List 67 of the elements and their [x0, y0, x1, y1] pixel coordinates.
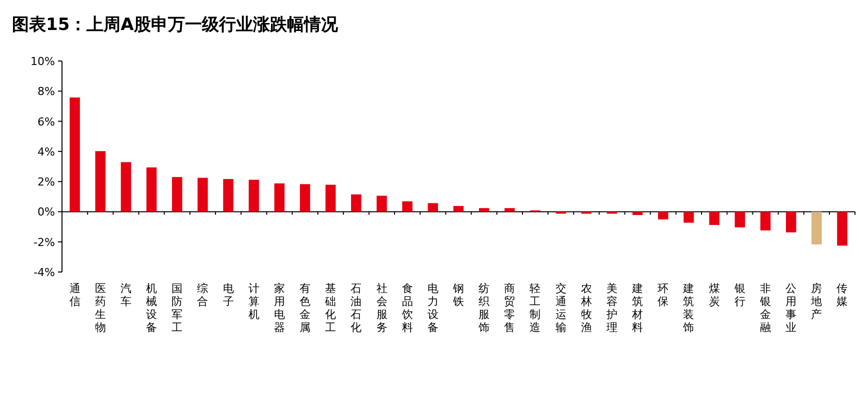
y-tick-label: -2% — [34, 236, 55, 249]
x-tick-label: 轻工制造 — [530, 282, 541, 334]
bar — [172, 177, 182, 212]
x-tick-label: 电力设备 — [427, 282, 438, 334]
x-tick-label: 电子 — [222, 282, 234, 308]
x-tick-label: 汽车 — [120, 282, 132, 308]
bar — [684, 212, 694, 223]
x-tick-label: 美容护理 — [605, 282, 618, 334]
y-tick-label: 0% — [38, 206, 55, 219]
x-tick-label: 综合 — [197, 282, 208, 308]
x-tick-label: 公用事业 — [786, 282, 797, 334]
bar — [146, 167, 157, 212]
x-tick-label: 食品饮料 — [400, 282, 413, 334]
bar — [478, 208, 490, 212]
bar — [837, 212, 848, 246]
bar — [274, 183, 285, 212]
x-tick-label: 基础化工 — [324, 282, 336, 334]
x-tick-label: 机械设备 — [146, 282, 158, 334]
x-tick-label: 国防军工 — [172, 282, 183, 334]
bar — [504, 208, 515, 212]
y-tick-label: 4% — [38, 145, 55, 158]
x-tick-label: 石油石化 — [350, 282, 362, 334]
bar — [632, 212, 643, 216]
bar — [70, 97, 80, 212]
x-tick-label: 传媒 — [836, 282, 848, 308]
bar — [402, 201, 412, 212]
bar — [760, 212, 771, 230]
x-tick-label: 有色金属 — [300, 282, 311, 334]
y-tick-label: 8% — [38, 85, 55, 98]
bar — [120, 162, 132, 212]
x-tick-label: 钢铁 — [452, 282, 464, 308]
bar — [325, 184, 336, 212]
bar — [812, 212, 822, 244]
x-tick-label: 煤炭 — [708, 282, 720, 308]
bar — [376, 196, 387, 212]
x-tick-label: 房地产 — [810, 282, 822, 321]
x-tick-label: 建筑装饰 — [682, 282, 694, 334]
y-tick-label: 2% — [38, 176, 55, 189]
bar — [95, 151, 106, 212]
x-tick-label: 环保 — [658, 282, 669, 308]
x-tick-label: 商贸零售 — [504, 282, 516, 334]
bar — [223, 179, 234, 212]
x-tick-label: 农林牧渔 — [580, 282, 592, 334]
x-tick-label: 银行 — [733, 282, 746, 308]
bar — [300, 184, 310, 212]
y-tick-label: -4% — [34, 266, 55, 279]
x-tick-label: 医药生物 — [94, 282, 106, 334]
x-tick-label: 建筑材料 — [631, 282, 644, 334]
x-tick-label: 纺织服饰 — [478, 282, 490, 334]
bar — [351, 194, 362, 212]
bar — [658, 212, 668, 220]
bar — [786, 212, 796, 232]
x-tick-label: 家用电器 — [274, 282, 285, 334]
y-tick-label: 6% — [38, 115, 55, 128]
x-tick-label: 交通运输 — [555, 282, 566, 334]
bar — [734, 212, 746, 228]
bar — [453, 206, 464, 212]
x-tick-label: 通信 — [69, 282, 80, 308]
bar — [198, 178, 208, 212]
bar — [428, 203, 438, 212]
chart-title: 图表15：上周A股申万一级行业涨跌幅情况 — [12, 15, 339, 35]
bar — [248, 180, 259, 212]
y-tick-label: 10% — [30, 55, 55, 68]
x-tick-label: 社会服务 — [376, 282, 388, 334]
x-tick-label: 计算机 — [248, 282, 260, 321]
x-tick-label: 非银金融 — [758, 282, 771, 334]
bar — [709, 212, 720, 225]
